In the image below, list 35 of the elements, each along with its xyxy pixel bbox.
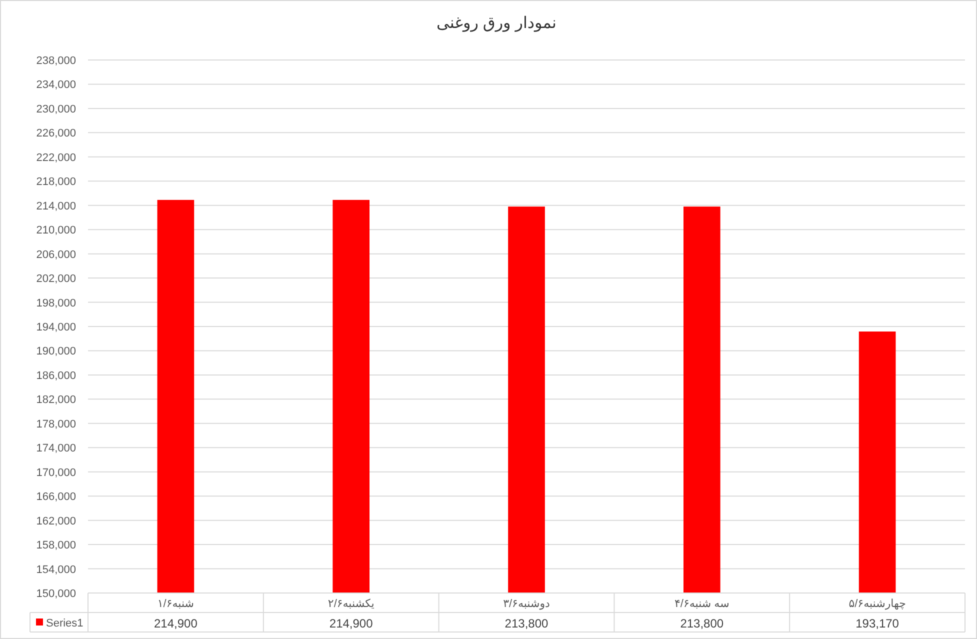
chart-title: نمودار ورق روغنی	[436, 15, 557, 32]
y-tick-label: 174,000	[36, 442, 76, 455]
x-tick-label: شنبه۱/۶	[157, 598, 194, 610]
data-label: 213,800	[504, 616, 549, 630]
y-tick-label: 230,000	[36, 103, 76, 116]
y-tick-label: 194,000	[36, 322, 76, 334]
y-tick-label: 182,000	[36, 394, 76, 406]
y-tick-label: 186,000	[36, 370, 76, 382]
y-tick-label: 226,000	[36, 128, 76, 140]
y-tick-label: 158,000	[36, 540, 76, 552]
y-tick-label: 222,000	[36, 152, 76, 164]
data-label: 214,900	[329, 616, 374, 630]
x-tick-label: چهارشنبه۵/۶	[848, 598, 906, 610]
x-tick-label: دوشنبه۳/۶	[503, 598, 550, 610]
data-label: 193,170	[856, 616, 900, 630]
x-tick-label: یکشنبه۲/۶	[328, 598, 374, 610]
y-tick-label: 202,000	[36, 273, 76, 286]
y-tick-label: 234,000	[36, 79, 76, 92]
y-tick-label: 206,000	[36, 248, 76, 261]
y-tick-label: 210,000	[36, 224, 76, 237]
y-tick-label: 150,000	[36, 588, 76, 600]
data-label: 214,900	[154, 616, 198, 630]
y-tick-label: 214,000	[36, 200, 76, 212]
y-tick-label: 190,000	[36, 346, 76, 358]
y-tick-label: 154,000	[36, 564, 76, 576]
legend-label: Series1	[46, 618, 84, 630]
y-tick-label: 218,000	[36, 176, 76, 188]
data-label: 213,800	[680, 616, 724, 630]
y-tick-label: 238,000	[36, 55, 76, 67]
x-tick-label: سه شنبه۴/۶	[674, 598, 730, 610]
y-tick-label: 162,000	[36, 515, 76, 528]
y-tick-label: 198,000	[36, 297, 76, 310]
y-tick-label: 166,000	[36, 491, 76, 504]
y-tick-label: 170,000	[36, 466, 76, 479]
y-tick-label: 178,000	[36, 418, 76, 430]
